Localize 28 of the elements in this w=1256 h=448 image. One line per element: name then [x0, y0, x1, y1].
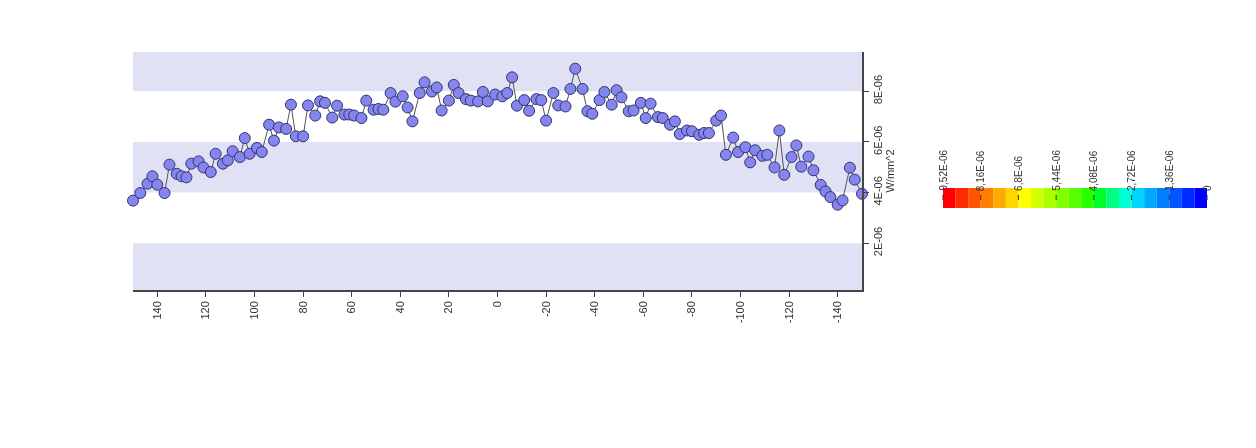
y-tick-label: 6E-06: [871, 125, 884, 155]
x-tick-label: -40: [588, 301, 601, 318]
x-tick-label: 140: [150, 301, 163, 320]
y-tick-label: 4E-06: [871, 176, 884, 206]
text: 0: [1202, 185, 1213, 191]
x-tick-label: 40: [393, 301, 406, 314]
x-tick-label: -140: [831, 301, 844, 324]
x-tick-label: -80: [685, 301, 698, 318]
x-tick-label: 20: [442, 301, 455, 314]
text: 9,52E-06: [937, 149, 949, 191]
x-tick-label: -120: [782, 301, 795, 324]
y-tick-label: 8E-06: [871, 74, 884, 105]
x-tick-label: 120: [199, 301, 212, 320]
y-axis-title: W/mm^2: [883, 149, 896, 193]
text: 5,44E-06: [1050, 149, 1062, 191]
y-tick-label: 2E-06: [871, 226, 884, 257]
text: 4,08E-06: [1088, 150, 1100, 192]
text: 6,8E-06: [1012, 155, 1024, 191]
x-tick-label: 80: [296, 301, 309, 314]
x-tick-label: 60: [345, 301, 358, 314]
x-tick-label: -100: [734, 301, 747, 324]
text: 2,72E-06: [1126, 150, 1138, 192]
x-tick-label: 100: [248, 301, 261, 320]
x-tick-label: -60: [636, 301, 649, 318]
x-tick-label: 0: [491, 301, 504, 308]
text: 8,16E-06: [975, 150, 987, 192]
x-tick-label: -20: [539, 301, 552, 318]
text: 1,36E-06: [1163, 149, 1175, 191]
